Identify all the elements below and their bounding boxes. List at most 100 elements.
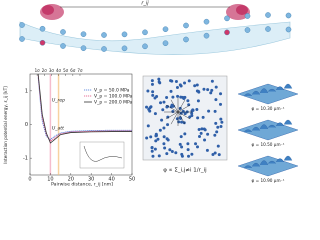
surface-label: φ = 10.30 μm⁻¹	[252, 106, 285, 111]
surface-ridge	[251, 162, 261, 167]
x-tick-label: 30	[88, 177, 94, 183]
particle	[171, 110, 175, 114]
bead	[285, 12, 292, 19]
bead	[101, 32, 107, 38]
particle	[151, 154, 155, 158]
particle	[145, 136, 149, 140]
particle	[195, 83, 199, 87]
bead	[244, 27, 251, 33]
particle	[151, 90, 155, 94]
bead	[203, 32, 210, 39]
particle	[157, 77, 161, 81]
particle	[203, 138, 207, 142]
x2-tick-label: 2σ	[42, 68, 48, 73]
pair-line	[165, 111, 179, 120]
pair-line	[170, 111, 179, 125]
pair-line	[177, 111, 186, 125]
particle	[165, 137, 169, 141]
bead	[162, 26, 169, 33]
particle	[200, 127, 204, 131]
surface-ridge	[267, 160, 277, 164]
particle	[150, 149, 154, 153]
particle	[214, 85, 218, 89]
particle	[188, 115, 192, 119]
pair-line	[170, 99, 179, 113]
surface-ridge	[267, 124, 277, 128]
particle	[216, 144, 220, 148]
surface-ridge	[275, 122, 285, 127]
surface-ridge	[243, 93, 253, 97]
surface-ridge	[275, 86, 285, 91]
particle	[219, 92, 223, 96]
pair-line	[177, 111, 191, 120]
chain-band	[19, 21, 291, 55]
particle	[205, 148, 209, 152]
particle	[178, 83, 182, 87]
surface-ridge	[251, 126, 261, 131]
particle	[153, 112, 157, 116]
bead	[39, 25, 46, 32]
bead	[80, 45, 87, 51]
particle	[209, 91, 213, 95]
bead	[224, 29, 230, 36]
annotation: U_att	[52, 126, 64, 132]
series-line	[37, 75, 132, 142]
annotation: U_rep	[52, 98, 65, 104]
particle	[183, 112, 187, 116]
particle	[158, 128, 162, 132]
particle	[165, 152, 169, 156]
surface-ridge	[267, 88, 277, 92]
particle	[174, 151, 178, 155]
particle	[157, 154, 161, 158]
surface-ridge	[283, 155, 293, 161]
particle	[214, 121, 218, 125]
particle	[207, 109, 211, 113]
surface-ridge	[251, 90, 261, 95]
inset	[79, 141, 125, 169]
bead	[203, 18, 210, 25]
particle	[190, 114, 194, 118]
particle	[154, 139, 158, 143]
particle	[201, 115, 205, 119]
particle	[196, 116, 200, 120]
particle	[147, 107, 151, 111]
particle	[169, 89, 173, 93]
surface-ridge	[283, 119, 293, 125]
particle	[166, 115, 170, 119]
particle	[177, 120, 181, 124]
particle	[191, 108, 195, 112]
particle	[197, 90, 201, 94]
particle	[171, 95, 175, 99]
particle	[150, 79, 154, 83]
particle	[151, 93, 155, 97]
surfaces: φ = 10.30 μm⁻¹ φ = 10.50 μm⁻¹ φ = 10.90 μm…	[237, 83, 299, 183]
particle	[153, 147, 157, 151]
particle	[216, 125, 220, 129]
particle	[210, 88, 214, 92]
figure: r_ij Interaction potential energy, ε_ij …	[3, 1, 299, 188]
particle	[183, 81, 187, 85]
particle	[190, 152, 194, 156]
x-tick-label: 10	[47, 177, 53, 183]
bead	[285, 26, 292, 33]
particle	[154, 132, 158, 136]
particle	[178, 142, 182, 146]
particle	[157, 80, 161, 84]
bead	[39, 39, 46, 46]
particle	[163, 146, 167, 150]
particle	[159, 101, 163, 105]
particle	[186, 99, 190, 103]
particle	[210, 79, 214, 83]
particle	[179, 135, 183, 139]
particle	[194, 142, 198, 146]
bead	[162, 40, 169, 47]
surface-label: φ = 10.90 μm⁻¹	[252, 178, 285, 183]
particle	[170, 103, 174, 107]
particle	[197, 135, 201, 139]
bead	[183, 36, 189, 43]
particle	[215, 130, 219, 134]
surface-ridge	[259, 88, 269, 94]
y-tick-label: 0	[25, 122, 28, 128]
particle	[162, 126, 166, 130]
surface-ridge	[283, 83, 293, 89]
